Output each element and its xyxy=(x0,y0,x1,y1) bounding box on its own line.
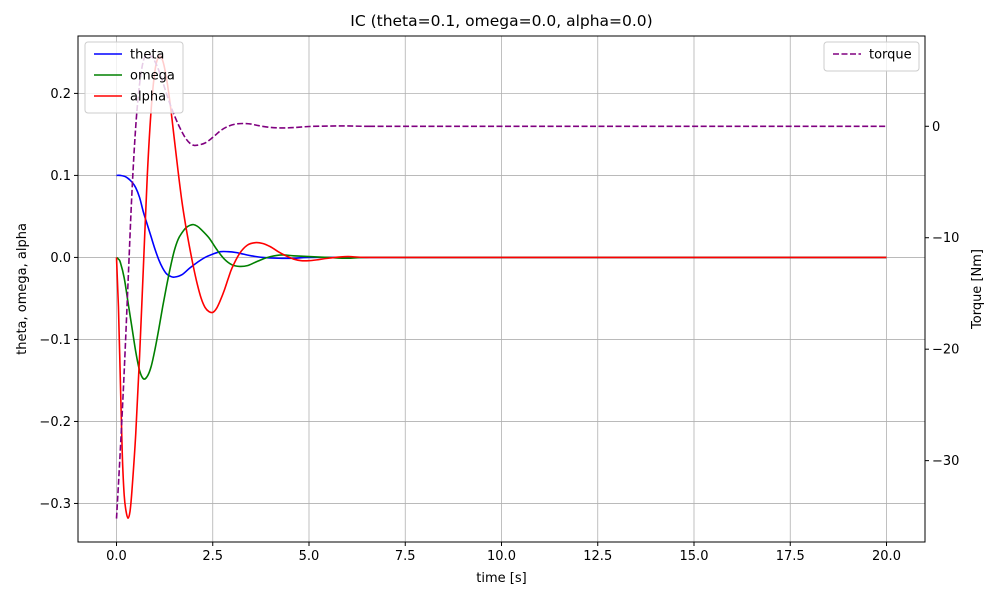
series-line-alpha xyxy=(115,55,887,520)
x-tick-label: 5.0 xyxy=(299,549,320,564)
y-tick-label: 0.2 xyxy=(50,87,71,102)
y2-tick-label: 0 xyxy=(932,120,940,135)
left-axis-ticks: −0.3 −0.2 −0.1 0.0 0.1 0.2 xyxy=(39,87,78,512)
y-tick-label: 0.0 xyxy=(50,251,71,266)
legend-left: theta omega alpha xyxy=(84,41,184,114)
right-axis-label: Torque [Nm] xyxy=(970,249,985,330)
x-tick-label: 10.0 xyxy=(487,549,516,564)
x-tick-label: 0.0 xyxy=(106,549,127,564)
x-tick-label: 15.0 xyxy=(680,549,709,564)
legend-right: torque xyxy=(823,41,920,72)
y-tick-label: −0.1 xyxy=(39,333,71,348)
chart-title: IC (theta=0.1, omega=0.0, alpha=0.0) xyxy=(350,12,652,30)
y2-tick-label: −20 xyxy=(932,343,959,358)
x-tick-label: 17.5 xyxy=(776,549,805,564)
y-tick-label: −0.2 xyxy=(39,415,71,430)
y2-tick-label: −30 xyxy=(932,454,959,469)
grid xyxy=(78,36,925,542)
y-tick-label: −0.3 xyxy=(39,497,71,512)
y-tick-label: 0.1 xyxy=(50,169,71,184)
legend-label-theta: theta xyxy=(130,48,164,63)
x-axis-ticks: 0.0 2.5 5.0 7.5 10.0 12.5 15.0 17.5 20.0 xyxy=(106,542,901,564)
x-axis-label: time [s] xyxy=(476,571,526,586)
legend-box xyxy=(823,41,920,72)
x-tick-label: 7.5 xyxy=(395,549,416,564)
legend-label-torque: torque xyxy=(869,48,912,63)
right-axis-ticks: −30 −20 −10 0 xyxy=(925,120,959,469)
x-tick-label: 20.0 xyxy=(872,549,901,564)
x-tick-label: 2.5 xyxy=(202,549,223,564)
y2-tick-label: −10 xyxy=(932,231,959,246)
left-axis-label: theta, omega, alpha xyxy=(15,223,30,355)
x-tick-label: 12.5 xyxy=(583,549,612,564)
legend-label-omega: omega xyxy=(130,69,175,84)
legend-label-alpha: alpha xyxy=(130,90,166,105)
